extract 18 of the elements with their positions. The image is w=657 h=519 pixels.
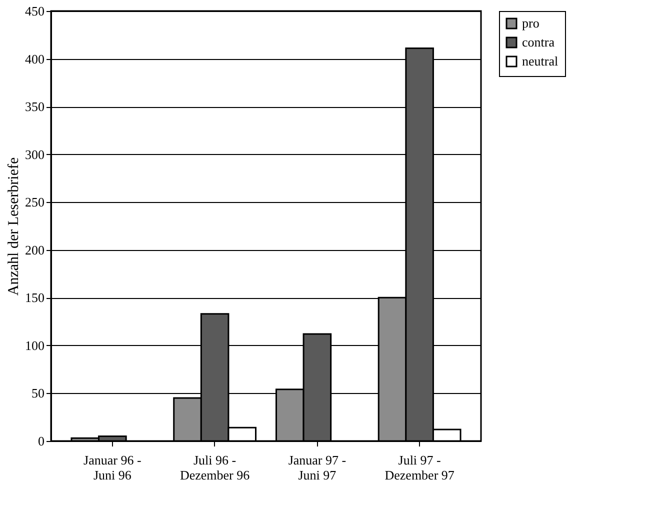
y-axis-title: Anzahl der Leserbriefe bbox=[6, 157, 22, 296]
legend-label: contra bbox=[522, 34, 555, 50]
x-tick-label: Juli 97 - Dezember 97 bbox=[384, 452, 455, 482]
y-tick-label: 0 bbox=[38, 434, 44, 448]
y-tick-label: 200 bbox=[25, 242, 44, 258]
x-tick-label: Juli 96 - Dezember 96 bbox=[180, 452, 250, 482]
y-tick-label: 50 bbox=[32, 386, 44, 401]
y-tick-label: 100 bbox=[25, 338, 44, 353]
x-tick-label: Januar 97 - Juni 97 bbox=[288, 452, 346, 482]
legend-label: neutral bbox=[522, 54, 558, 68]
y-tick-label: 350 bbox=[25, 99, 44, 114]
x-tick-label: Januar 96 - Juni 96 bbox=[84, 452, 142, 482]
y-tick-label: 400 bbox=[25, 51, 44, 66]
y-tick-label: 150 bbox=[25, 290, 44, 306]
y-tick-label: 300 bbox=[25, 146, 44, 162]
legend-label: pro bbox=[522, 16, 540, 30]
y-tick-label: 250 bbox=[25, 194, 44, 210]
y-tick-label: 450 bbox=[25, 4, 44, 18]
